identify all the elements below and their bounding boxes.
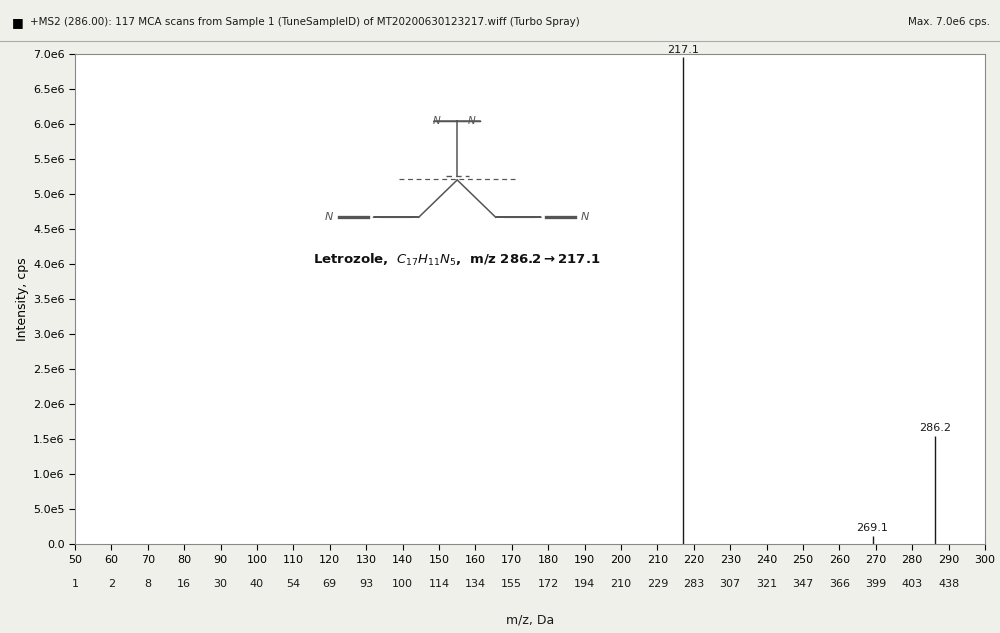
Text: 399: 399 [865,579,886,589]
Text: 2: 2 [108,579,115,589]
Text: N: N [468,116,476,127]
Text: N: N [432,116,440,127]
Text: ■: ■ [12,16,24,28]
Text: 54: 54 [286,579,300,589]
Text: 114: 114 [428,579,450,589]
Text: 100: 100 [392,579,413,589]
Text: 403: 403 [902,579,923,589]
Text: m/z, Da: m/z, Da [506,613,554,627]
Text: 217.1: 217.1 [667,44,699,54]
Text: 210: 210 [610,579,632,589]
Text: 8: 8 [144,579,151,589]
Text: 155: 155 [501,579,522,589]
Y-axis label: Intensity, cps: Intensity, cps [16,257,29,341]
Text: 172: 172 [538,579,559,589]
Text: 347: 347 [792,579,814,589]
Text: 321: 321 [756,579,777,589]
Text: N: N [581,212,589,222]
Text: 1: 1 [72,579,78,589]
Text: 30: 30 [214,579,228,589]
Text: N: N [325,212,333,222]
Text: 93: 93 [359,579,373,589]
Text: Max. 7.0e6 cps.: Max. 7.0e6 cps. [908,17,990,27]
Text: 366: 366 [829,579,850,589]
Text: 194: 194 [574,579,595,589]
Text: 16: 16 [177,579,191,589]
Text: 134: 134 [465,579,486,589]
Text: 283: 283 [683,579,704,589]
Text: 286.2: 286.2 [919,423,951,433]
Text: 40: 40 [250,579,264,589]
Text: 307: 307 [720,579,741,589]
Text: 438: 438 [938,579,959,589]
Text: 269.1: 269.1 [857,523,888,533]
Text: $\mathbf{Letrozole}$$\mathbf{,}$  $\mathit{C}_{17}\mathit{H}_{11}\mathit{N}_5$$\: $\mathbf{Letrozole}$$\mathbf{,}$ $\mathi… [313,252,601,268]
Text: 229: 229 [647,579,668,589]
Text: 69: 69 [323,579,337,589]
Text: +MS2 (286.00): 117 MCA scans from Sample 1 (TuneSampleID) of MT20200630123217.wi: +MS2 (286.00): 117 MCA scans from Sample… [30,17,580,27]
